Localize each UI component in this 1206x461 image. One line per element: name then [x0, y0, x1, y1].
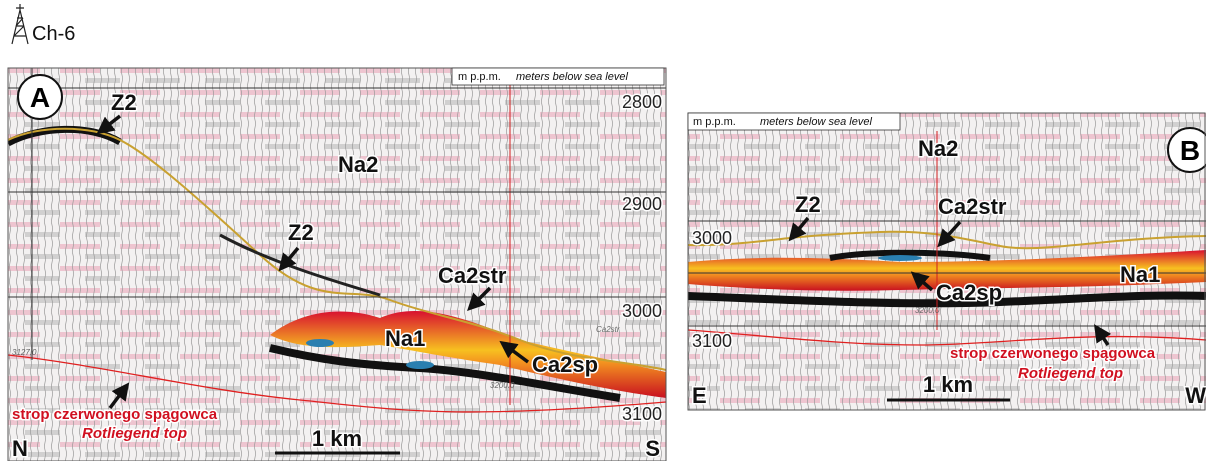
panel-letter: B	[1180, 135, 1200, 166]
horizon-label: Z2	[795, 192, 821, 217]
rotliegend-en: Rotliegend top	[1018, 365, 1123, 382]
unit-note: m p.p.m.	[693, 116, 736, 128]
horizon-label: Ca2sp	[532, 352, 598, 377]
depth-label: 3100	[692, 331, 732, 351]
trace-label: Ca2str	[596, 325, 620, 334]
figure: Ch-6 m p.p.m. meters below sea level A 2…	[0, 0, 1206, 461]
trace-label: 3200.0	[915, 306, 940, 315]
depth-label: 2900	[622, 194, 662, 214]
rotliegend-pl: strop czerwonego spągowca	[12, 406, 218, 423]
depth-label: 3100	[622, 404, 662, 424]
horizon-label: Ca2str	[438, 263, 507, 288]
horizon-label: Na2	[918, 136, 958, 161]
unit-desc: meters below sea level	[516, 71, 628, 83]
direction: E	[692, 383, 707, 408]
horizon-label: Z2	[288, 220, 314, 245]
unit-note: m p.p.m.	[458, 71, 501, 83]
rotliegend-pl: strop czerwonego spągowca	[950, 345, 1156, 362]
well-icon	[12, 4, 28, 44]
depth-label: 3000	[622, 301, 662, 321]
panel-letter: A	[30, 82, 50, 113]
rotliegend-en: Rotliegend top	[82, 425, 187, 442]
well-label: Ch-6	[32, 23, 75, 45]
direction: N	[12, 436, 28, 461]
depth-label: 3000	[692, 228, 732, 248]
unit-desc: meters below sea level	[760, 116, 872, 128]
horizon-label: Z2	[111, 90, 137, 115]
horizon-label: Na2	[338, 152, 378, 177]
trace-label: 3127.0	[12, 348, 37, 357]
direction: W	[1185, 383, 1206, 408]
horizon-label: Ca2str	[938, 194, 1007, 219]
scale-label: 1 km	[312, 426, 362, 451]
trace-label: 3200.0	[490, 381, 515, 390]
horizon-label: Ca2sp	[936, 280, 1002, 305]
depth-label: 2800	[622, 92, 662, 112]
horizon-label: Na1	[1120, 262, 1160, 287]
direction: S	[645, 436, 660, 461]
horizon-label: Na1	[385, 326, 425, 351]
scale-label: 1 km	[923, 372, 973, 397]
